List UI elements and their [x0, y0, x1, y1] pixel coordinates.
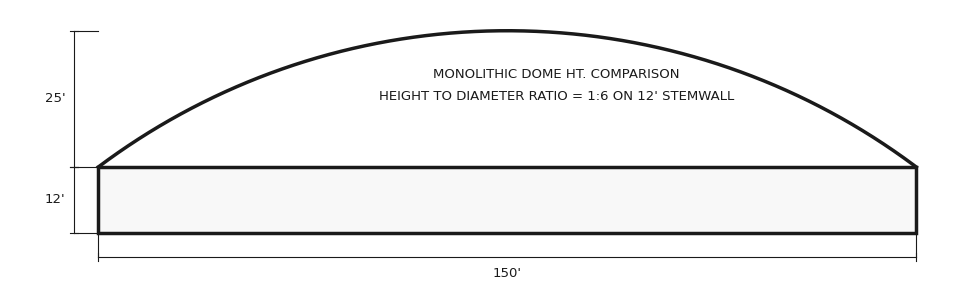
Polygon shape: [98, 167, 917, 233]
Text: 25': 25': [45, 92, 65, 105]
Text: 12': 12': [45, 193, 65, 206]
Text: HEIGHT TO DIAMETER RATIO = 1:6 ON 12' STEMWALL: HEIGHT TO DIAMETER RATIO = 1:6 ON 12' ST…: [379, 90, 734, 103]
Text: MONOLITHIC DOME HT. COMPARISON: MONOLITHIC DOME HT. COMPARISON: [433, 68, 680, 81]
Text: 150': 150': [492, 267, 522, 280]
